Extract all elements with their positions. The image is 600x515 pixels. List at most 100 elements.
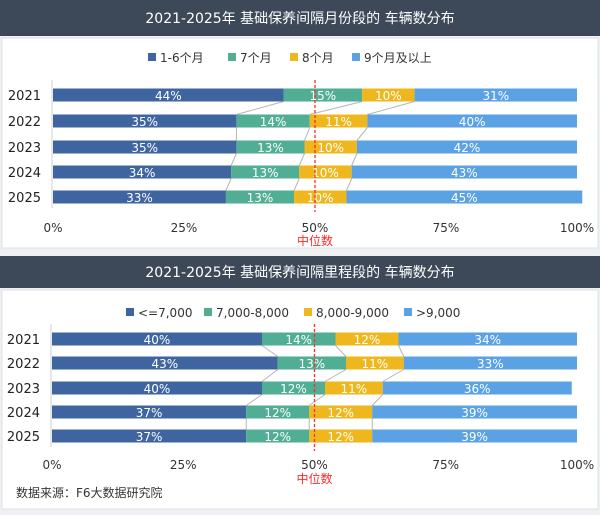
bar-segment <box>236 140 305 154</box>
data-label: 44% <box>155 89 182 103</box>
bar-segment <box>304 140 357 154</box>
data-label: 39% <box>461 406 488 420</box>
category-label: 2025 <box>7 430 40 445</box>
bar-segment <box>52 332 262 346</box>
data-label: 40% <box>459 115 486 129</box>
legend-label: 7,000-8,000 <box>216 306 289 320</box>
connector-line <box>324 369 347 382</box>
legend-item: 7,000-8,000 <box>204 306 289 320</box>
bar-segment <box>367 114 577 128</box>
category-label: 2023 <box>7 382 40 397</box>
data-label: 14% <box>285 333 312 347</box>
connector-line <box>308 394 326 406</box>
category-label: 2025 <box>8 191 41 206</box>
legend-swatch <box>148 53 156 61</box>
connector-line <box>245 394 263 406</box>
bar-segment <box>283 88 363 102</box>
chart-title: 2021-2025年 基础保养间隔月份段的 车辆数分布 <box>145 10 454 27</box>
data-label: 13% <box>257 141 284 155</box>
connector-line <box>225 178 232 191</box>
bar-segment <box>309 114 368 128</box>
data-label: 14% <box>260 115 287 129</box>
connector-line <box>293 178 300 191</box>
data-label: 35% <box>131 141 158 155</box>
bar-segment <box>53 165 232 179</box>
chart-title: 2021-2025年 基础保养间隔里程段的 车辆数分布 <box>145 264 454 281</box>
legend-label: 8个月 <box>302 51 334 65</box>
legend-label: 8,000-9,000 <box>316 306 389 320</box>
connector-line <box>345 178 353 191</box>
chart-2: 2021-2025年 基础保养间隔里程段的 车辆数分布 <=7,000 7,000-… <box>0 256 600 510</box>
data-label: 40% <box>144 333 171 347</box>
bar-segment <box>53 88 284 102</box>
data-label: 35% <box>131 115 158 129</box>
data-label: 43% <box>451 166 478 180</box>
chart-1: 2021-2025年 基础保养间隔月份段的 车辆数分布 1-6个月 7个月 8个月 9个… <box>0 0 600 249</box>
connector-line <box>382 369 404 382</box>
legend-swatch <box>228 53 236 61</box>
legend-label: >9,000 <box>416 306 460 320</box>
x-tick-label: 75% <box>433 221 460 235</box>
category-label: 2021 <box>8 89 41 104</box>
data-label: 37% <box>136 430 163 444</box>
data-label: 12% <box>280 382 307 396</box>
bar-segment <box>325 381 383 395</box>
legend-swatch <box>204 308 212 316</box>
data-label: 10% <box>375 89 402 103</box>
connector-line <box>230 153 237 166</box>
bar-segment <box>356 140 577 154</box>
bar-segment <box>294 190 347 204</box>
median-label: 中位数 <box>296 471 332 486</box>
category-label: 2022 <box>8 115 41 130</box>
connector-line <box>335 345 347 357</box>
connector-line <box>356 127 368 141</box>
legend-item: 7个月 <box>228 51 272 65</box>
bar-segment <box>398 332 577 346</box>
data-label: 37% <box>136 406 163 420</box>
legend-swatch <box>352 53 360 61</box>
data-label: 34% <box>129 166 156 180</box>
bar-segment <box>372 405 577 419</box>
bar-segment <box>246 429 310 443</box>
bar-segment <box>277 356 346 370</box>
legend-item: <=7,000 <box>126 306 192 320</box>
bar-segment <box>52 429 247 443</box>
legend-label: <=7,000 <box>138 306 192 320</box>
connector-line <box>236 101 284 115</box>
data-label: 13% <box>252 166 279 180</box>
legend-label: 9个月及以上 <box>364 51 432 65</box>
bar-segment <box>351 165 577 179</box>
bar-segment <box>225 190 295 204</box>
bar-segment <box>309 429 373 443</box>
data-label: 43% <box>152 357 179 371</box>
bar-segment <box>52 381 262 395</box>
data-label: 10% <box>307 191 334 205</box>
data-label: 40% <box>144 382 171 396</box>
category-label: 2024 <box>8 166 41 181</box>
category-label: 2023 <box>8 141 41 156</box>
legend-label: 7个月 <box>240 51 272 65</box>
data-label: 12% <box>327 430 354 444</box>
legend-swatch <box>304 308 312 316</box>
category-label: 2021 <box>7 333 40 348</box>
bar-segment <box>52 405 247 419</box>
data-label: 33% <box>477 357 504 371</box>
connector-line <box>261 345 279 357</box>
connector-line <box>298 153 305 166</box>
connector-line <box>367 101 415 115</box>
connector-line <box>371 394 384 406</box>
data-label: 42% <box>454 141 481 155</box>
bar-segment <box>372 429 577 443</box>
data-label: 13% <box>299 357 326 371</box>
data-label: 11% <box>341 382 368 396</box>
data-label: 45% <box>451 191 478 205</box>
bar-segment <box>335 332 399 346</box>
data-label: 34% <box>474 333 501 347</box>
bar-segment <box>382 381 572 395</box>
connector-line <box>398 345 405 357</box>
data-label: 11% <box>325 115 352 129</box>
x-tick-label: 0% <box>43 221 62 235</box>
bar-segment <box>403 356 577 370</box>
legend-item: 8,000-9,000 <box>304 306 389 320</box>
